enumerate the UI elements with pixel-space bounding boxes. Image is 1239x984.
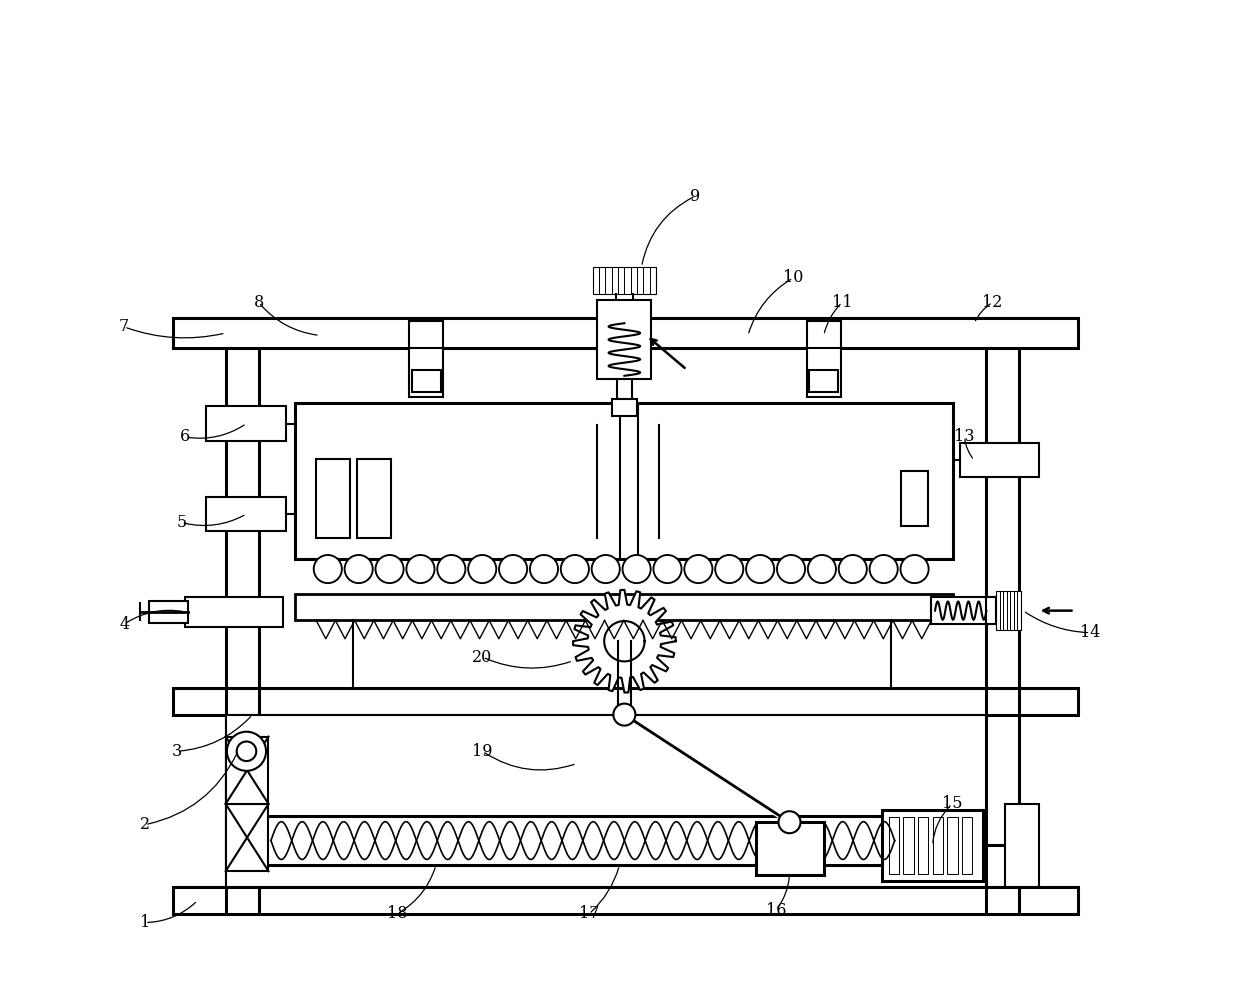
Circle shape (901, 555, 928, 584)
Circle shape (437, 555, 466, 584)
Text: 17: 17 (579, 905, 600, 922)
Text: 1: 1 (140, 914, 150, 931)
Circle shape (499, 555, 527, 584)
Bar (961, 818, 973, 874)
Bar (173, 319, 1078, 347)
Text: 7: 7 (119, 319, 129, 336)
Bar (206, 406, 286, 441)
Text: 18: 18 (387, 905, 408, 922)
Circle shape (653, 555, 681, 584)
Text: 14: 14 (1080, 624, 1100, 642)
Text: 11: 11 (831, 294, 852, 311)
Circle shape (375, 555, 404, 584)
Bar (1005, 804, 1040, 887)
Text: 3: 3 (172, 743, 182, 760)
Bar (592, 267, 657, 294)
Bar (809, 370, 839, 392)
Bar (225, 737, 269, 804)
Bar (986, 597, 996, 624)
Bar (903, 818, 913, 874)
Circle shape (777, 555, 805, 584)
Bar (316, 459, 351, 538)
Circle shape (622, 555, 650, 584)
Text: 19: 19 (472, 743, 493, 760)
Text: 13: 13 (954, 428, 975, 446)
Circle shape (530, 555, 558, 584)
Circle shape (613, 704, 636, 725)
Bar (149, 601, 188, 623)
Bar (757, 823, 824, 875)
Bar (225, 804, 269, 871)
Bar (173, 887, 1078, 914)
Text: 6: 6 (180, 428, 191, 446)
Bar (186, 597, 284, 627)
Bar (888, 818, 898, 874)
Circle shape (406, 555, 435, 584)
Circle shape (592, 555, 620, 584)
Bar (901, 471, 928, 526)
Circle shape (561, 555, 589, 584)
Circle shape (313, 555, 342, 584)
Bar (918, 818, 928, 874)
Bar (996, 591, 1021, 630)
Bar (409, 321, 444, 397)
Text: 9: 9 (690, 188, 700, 205)
Circle shape (468, 555, 497, 584)
Bar (882, 810, 983, 881)
Bar (948, 818, 958, 874)
Bar (173, 688, 1078, 714)
Text: 2: 2 (140, 816, 150, 833)
Bar (597, 300, 652, 380)
Text: 15: 15 (942, 795, 963, 813)
Text: 8: 8 (254, 294, 264, 311)
Bar (959, 443, 1040, 477)
Polygon shape (572, 589, 675, 693)
Bar (807, 321, 841, 397)
Bar (933, 818, 943, 874)
Bar (206, 497, 286, 531)
Bar (357, 459, 390, 538)
Text: 5: 5 (176, 514, 187, 531)
Circle shape (684, 555, 712, 584)
Circle shape (344, 555, 373, 584)
Text: 4: 4 (119, 616, 129, 633)
Circle shape (808, 555, 836, 584)
Circle shape (237, 742, 256, 761)
Text: 10: 10 (783, 270, 803, 286)
Text: 20: 20 (472, 648, 493, 665)
Bar (932, 597, 1002, 624)
Circle shape (746, 555, 774, 584)
Text: 12: 12 (983, 294, 1002, 311)
Bar (411, 370, 441, 392)
Circle shape (778, 811, 800, 833)
Circle shape (227, 732, 266, 770)
Bar (295, 593, 953, 621)
Circle shape (715, 555, 743, 584)
Circle shape (870, 555, 898, 584)
Bar (225, 714, 986, 887)
Bar (295, 402, 953, 559)
Text: 16: 16 (766, 901, 787, 919)
Circle shape (839, 555, 867, 584)
Bar (612, 400, 637, 416)
